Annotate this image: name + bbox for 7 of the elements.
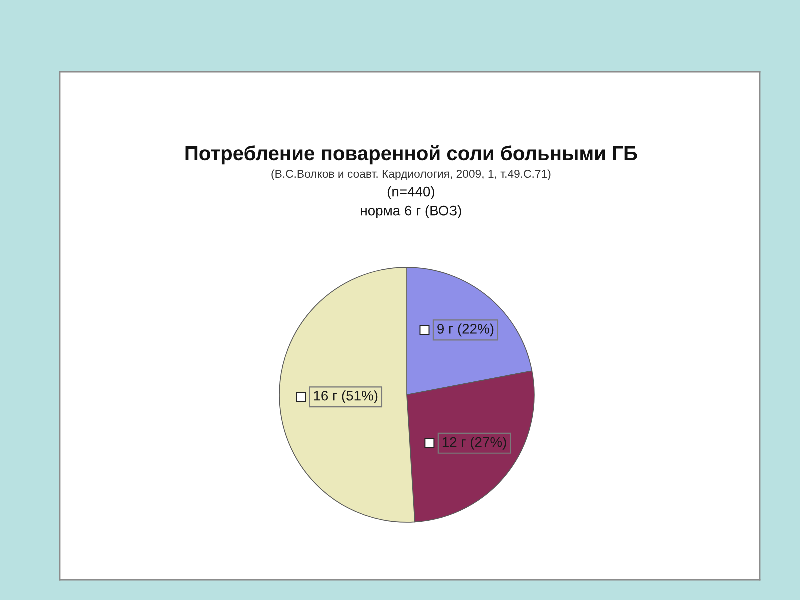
text: норма 6 г (ВОЗ) [361,206,462,218]
chart-subtitle: (В.С.Волков и соавт. Кардиология, 2009, 1, т.49.С.71) [272,170,551,180]
slice-label: 9 г (22%) [438,324,494,337]
slice-label: 12 г (27%) [442,436,506,450]
text: (n=440) [388,186,434,200]
slice-label: 16 г (51%) [314,390,378,404]
chart-title: Потребление поваренной соли больными ГБ [186,145,638,165]
